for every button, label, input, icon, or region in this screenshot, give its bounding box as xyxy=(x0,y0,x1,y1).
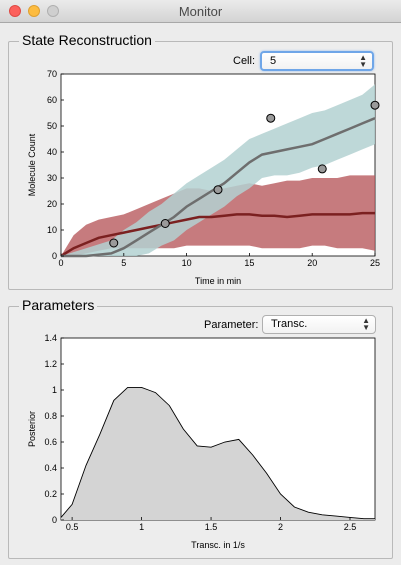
state-chart-y-tick-label: 50 xyxy=(47,121,57,131)
cell-select-value: 5 xyxy=(270,55,277,67)
state-chart-y-tick-label: 30 xyxy=(47,173,57,183)
posterior-chart-y-tick-label: 0.6 xyxy=(44,437,57,447)
posterior-chart-y-tick-label: 1 xyxy=(52,385,57,395)
state-panel-title: State Reconstruction xyxy=(19,32,155,48)
posterior-chart-y-tick-label: 1.2 xyxy=(44,359,57,369)
state-chart-y-tick-label: 10 xyxy=(47,225,57,235)
measurement-point xyxy=(370,100,380,110)
cell-select[interactable]: 5 ▲ ▼ xyxy=(260,51,374,71)
parameter-select[interactable]: Transc. ▲ ▼ xyxy=(262,315,376,334)
state-chart-y-tick-label: 0 xyxy=(52,251,57,261)
state-chart-x-tick-label: 25 xyxy=(370,258,380,268)
measurement-point xyxy=(160,219,170,228)
posterior-chart-x-tick-label: 1.5 xyxy=(205,522,218,532)
parameter-label: Parameter: xyxy=(204,319,259,331)
posterior-chart-y-axis-label: Posterior xyxy=(27,411,37,447)
minimize-window-button[interactable] xyxy=(28,5,40,17)
state-chart-y-axis-label: Molecule Count xyxy=(27,133,37,196)
state-chart-x-tick-label: 10 xyxy=(182,258,192,268)
posterior-chart: 0.5 1 1.5 2 2.5 0 0.2 0.4 0.6 0.8 1 1.2 1.4 Transc. … xyxy=(27,333,376,550)
posterior-chart-x-tick-label: 1 xyxy=(139,522,144,532)
posterior-chart-y-tick-label: 0 xyxy=(52,515,57,525)
state-chart-x-tick-label: 5 xyxy=(121,258,126,268)
posterior-chart-y-tick-label: 1.4 xyxy=(44,333,57,343)
state-chart-y-tick-label: 60 xyxy=(47,95,57,105)
posterior-chart-y-tick-label: 0.4 xyxy=(44,463,57,473)
posterior-chart-x-axis-label: Transc. in 1/s xyxy=(191,540,245,550)
measurement-point xyxy=(266,113,276,123)
zoom-window-button[interactable] xyxy=(47,5,59,17)
title-bar: Monitor xyxy=(0,0,401,23)
updown-arrows-icon: ▲ ▼ xyxy=(362,316,370,332)
parameter-select-value: Transc. xyxy=(271,318,308,330)
posterior-chart-y-tick-label: 0.2 xyxy=(44,489,57,499)
state-chart-x-axis-label: Time in min xyxy=(195,276,241,286)
confidence-band-0 xyxy=(61,84,375,257)
state-chart-y-tick-label: 70 xyxy=(47,69,57,79)
close-window-button[interactable] xyxy=(9,5,21,17)
posterior-chart-x-tick-label: 2 xyxy=(278,522,283,532)
state-chart-x-tick-label: 0 xyxy=(58,258,63,268)
measurement-point xyxy=(109,238,119,248)
updown-arrows-icon: ▲ ▼ xyxy=(359,53,367,69)
window-title: Monitor xyxy=(178,4,223,19)
mean-line-0 xyxy=(61,117,376,258)
posterior-line xyxy=(60,386,375,520)
state-chart: 0 5 10 15 20 25 0 10 20 30 40 50 60 70 Time in min Mo… xyxy=(27,69,380,286)
measurement-point xyxy=(317,164,327,174)
posterior-chart-x-tick-label: 0.5 xyxy=(66,522,79,532)
mean-line-1 xyxy=(60,211,375,258)
state-chart-x-tick-label: 15 xyxy=(244,258,254,268)
cell-label: Cell: xyxy=(233,55,256,67)
posterior-area xyxy=(61,387,375,520)
posterior-chart-x-tick-label: 2.5 xyxy=(344,522,357,532)
parameters-panel-title: Parameters xyxy=(19,297,98,313)
measurement-point xyxy=(213,185,223,195)
state-chart-y-tick-label: 20 xyxy=(47,199,57,209)
posterior-chart-y-tick-label: 0.8 xyxy=(44,411,57,421)
state-chart-y-tick-label: 40 xyxy=(47,147,57,157)
state-chart-x-tick-label: 20 xyxy=(307,258,317,268)
